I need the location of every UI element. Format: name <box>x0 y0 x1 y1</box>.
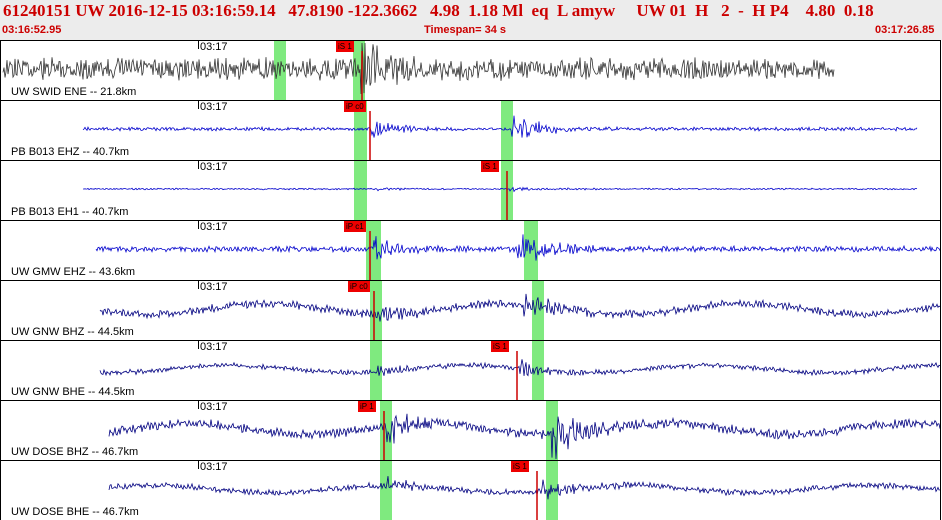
waveform-panels: 03:17 UW SWID ENE -- 21.8km iS 1 03:17 PB B0… <box>0 40 942 520</box>
seismogram <box>2 41 835 100</box>
waveform-panel[interactable]: 03:17 UW GNW BHZ -- 44.5km iP c0 <box>0 280 941 340</box>
phase-pick-flag[interactable]: iS 1 <box>491 341 509 352</box>
pick-window <box>366 221 381 280</box>
phase-pick-flag[interactable]: iP c0 <box>348 281 370 292</box>
seismogram <box>108 461 940 520</box>
time-tick-label: 03:17 <box>200 461 228 473</box>
pick-window <box>501 101 513 160</box>
time-tick-label: 03:17 <box>200 161 228 173</box>
phase-pick-flag[interactable]: iS 1 <box>336 41 354 52</box>
seismogram <box>95 221 940 280</box>
time-tick-label: 03:17 <box>200 401 228 413</box>
seismogram <box>99 281 940 340</box>
time-tick-mark <box>198 461 199 469</box>
time-tick-mark <box>198 281 199 289</box>
time-tick-mark <box>198 161 199 169</box>
pick-window <box>354 161 367 220</box>
pick-window <box>354 101 367 160</box>
channel-label: PB B013 EH1 -- 40.7km <box>11 206 129 218</box>
time-tick-mark <box>198 221 199 229</box>
channel-label: UW DOSE BHE -- 46.7km <box>11 506 139 518</box>
waveform-trace <box>83 186 918 193</box>
pick-window <box>380 461 392 520</box>
waveform-trace <box>82 115 918 138</box>
waveform-panel[interactable]: 03:17 UW GMW EHZ -- 43.6km iP c1 <box>0 220 941 280</box>
waveform-trace <box>99 359 940 377</box>
seismogram <box>83 161 918 220</box>
phase-pick-flag[interactable]: iP c0 <box>344 101 366 112</box>
time-tick-mark <box>198 41 199 49</box>
time-tick-mark <box>198 341 199 349</box>
channel-label: UW GNW BHZ -- 44.5km <box>11 326 134 338</box>
start-time: 03:16:52.95 <box>2 24 62 36</box>
pick-window <box>370 341 382 400</box>
waveform-panel[interactable]: 03:17 PB B013 EHZ -- 40.7km iP c0 <box>0 100 941 160</box>
channel-label: UW GNW BHE -- 44.5km <box>11 386 135 398</box>
channel-label: UW DOSE BHZ -- 46.7km <box>11 446 139 458</box>
channel-label: UW SWID ENE -- 21.8km <box>11 86 137 98</box>
channel-label: UW GMW EHZ -- 43.6km <box>11 266 136 278</box>
end-time: 03:17:26.85 <box>875 24 935 36</box>
seismogram <box>82 101 918 160</box>
pick-window <box>532 281 544 340</box>
channel-label: PB B013 EHZ -- 40.7km <box>11 146 129 158</box>
time-tick-label: 03:17 <box>200 341 228 353</box>
phase-pick-flag[interactable]: iP c1 <box>344 221 366 232</box>
header-bar: 61240151 UW 2016-12-15 03:16:59.14 47.81… <box>0 0 942 40</box>
waveform-panel[interactable]: 03:17 UW SWID ENE -- 21.8km iS 1 <box>0 40 941 100</box>
waveform-trace <box>108 413 940 460</box>
waveform-trace <box>2 42 835 95</box>
waveform-panel[interactable]: 03:17 UW DOSE BHE -- 46.7km iS 1 <box>0 460 941 520</box>
waveform-panel[interactable]: 03:17 UW DOSE BHZ -- 46.7km iP 1 <box>0 400 941 460</box>
phase-pick-flag[interactable]: iP 1 <box>358 401 376 412</box>
time-tick-mark <box>198 101 199 109</box>
time-tick-mark <box>198 401 199 409</box>
timespan: Timespan= 34 s <box>424 24 507 36</box>
pick-window <box>370 281 382 340</box>
seismogram <box>108 401 940 460</box>
waveform-trace <box>99 293 940 322</box>
pick-window <box>532 341 544 400</box>
time-tick-label: 03:17 <box>200 281 228 293</box>
phase-pick-flag[interactable]: iS 1 <box>481 161 499 172</box>
waveform-panel[interactable]: 03:17 PB B013 EH1 -- 40.7km iS 1 <box>0 160 941 220</box>
waveform-panel[interactable]: 03:17 UW GNW BHE -- 44.5km iS 1 <box>0 340 941 400</box>
time-tick-label: 03:17 <box>200 221 228 233</box>
waveform-trace <box>95 234 940 261</box>
phase-pick-flag[interactable]: iS 1 <box>511 461 529 472</box>
time-tick-label: 03:17 <box>200 101 228 113</box>
pick-window <box>524 221 538 280</box>
time-tick-label: 03:17 <box>200 41 228 53</box>
waveform-trace <box>108 476 940 500</box>
seismogram <box>99 341 940 400</box>
event-summary-line: 61240151 UW 2016-12-15 03:16:59.14 47.81… <box>3 1 874 20</box>
